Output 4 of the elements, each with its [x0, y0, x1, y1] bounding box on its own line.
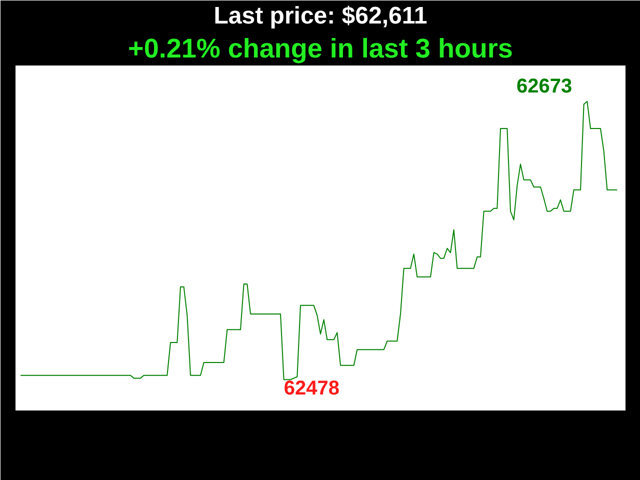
- chart-subtitle: +0.21% change in last 3 hours: [128, 34, 513, 64]
- data-label: 62673: [516, 75, 572, 98]
- chart-title: Last price: $62,611: [214, 2, 428, 30]
- data-label: 62478: [284, 378, 340, 400]
